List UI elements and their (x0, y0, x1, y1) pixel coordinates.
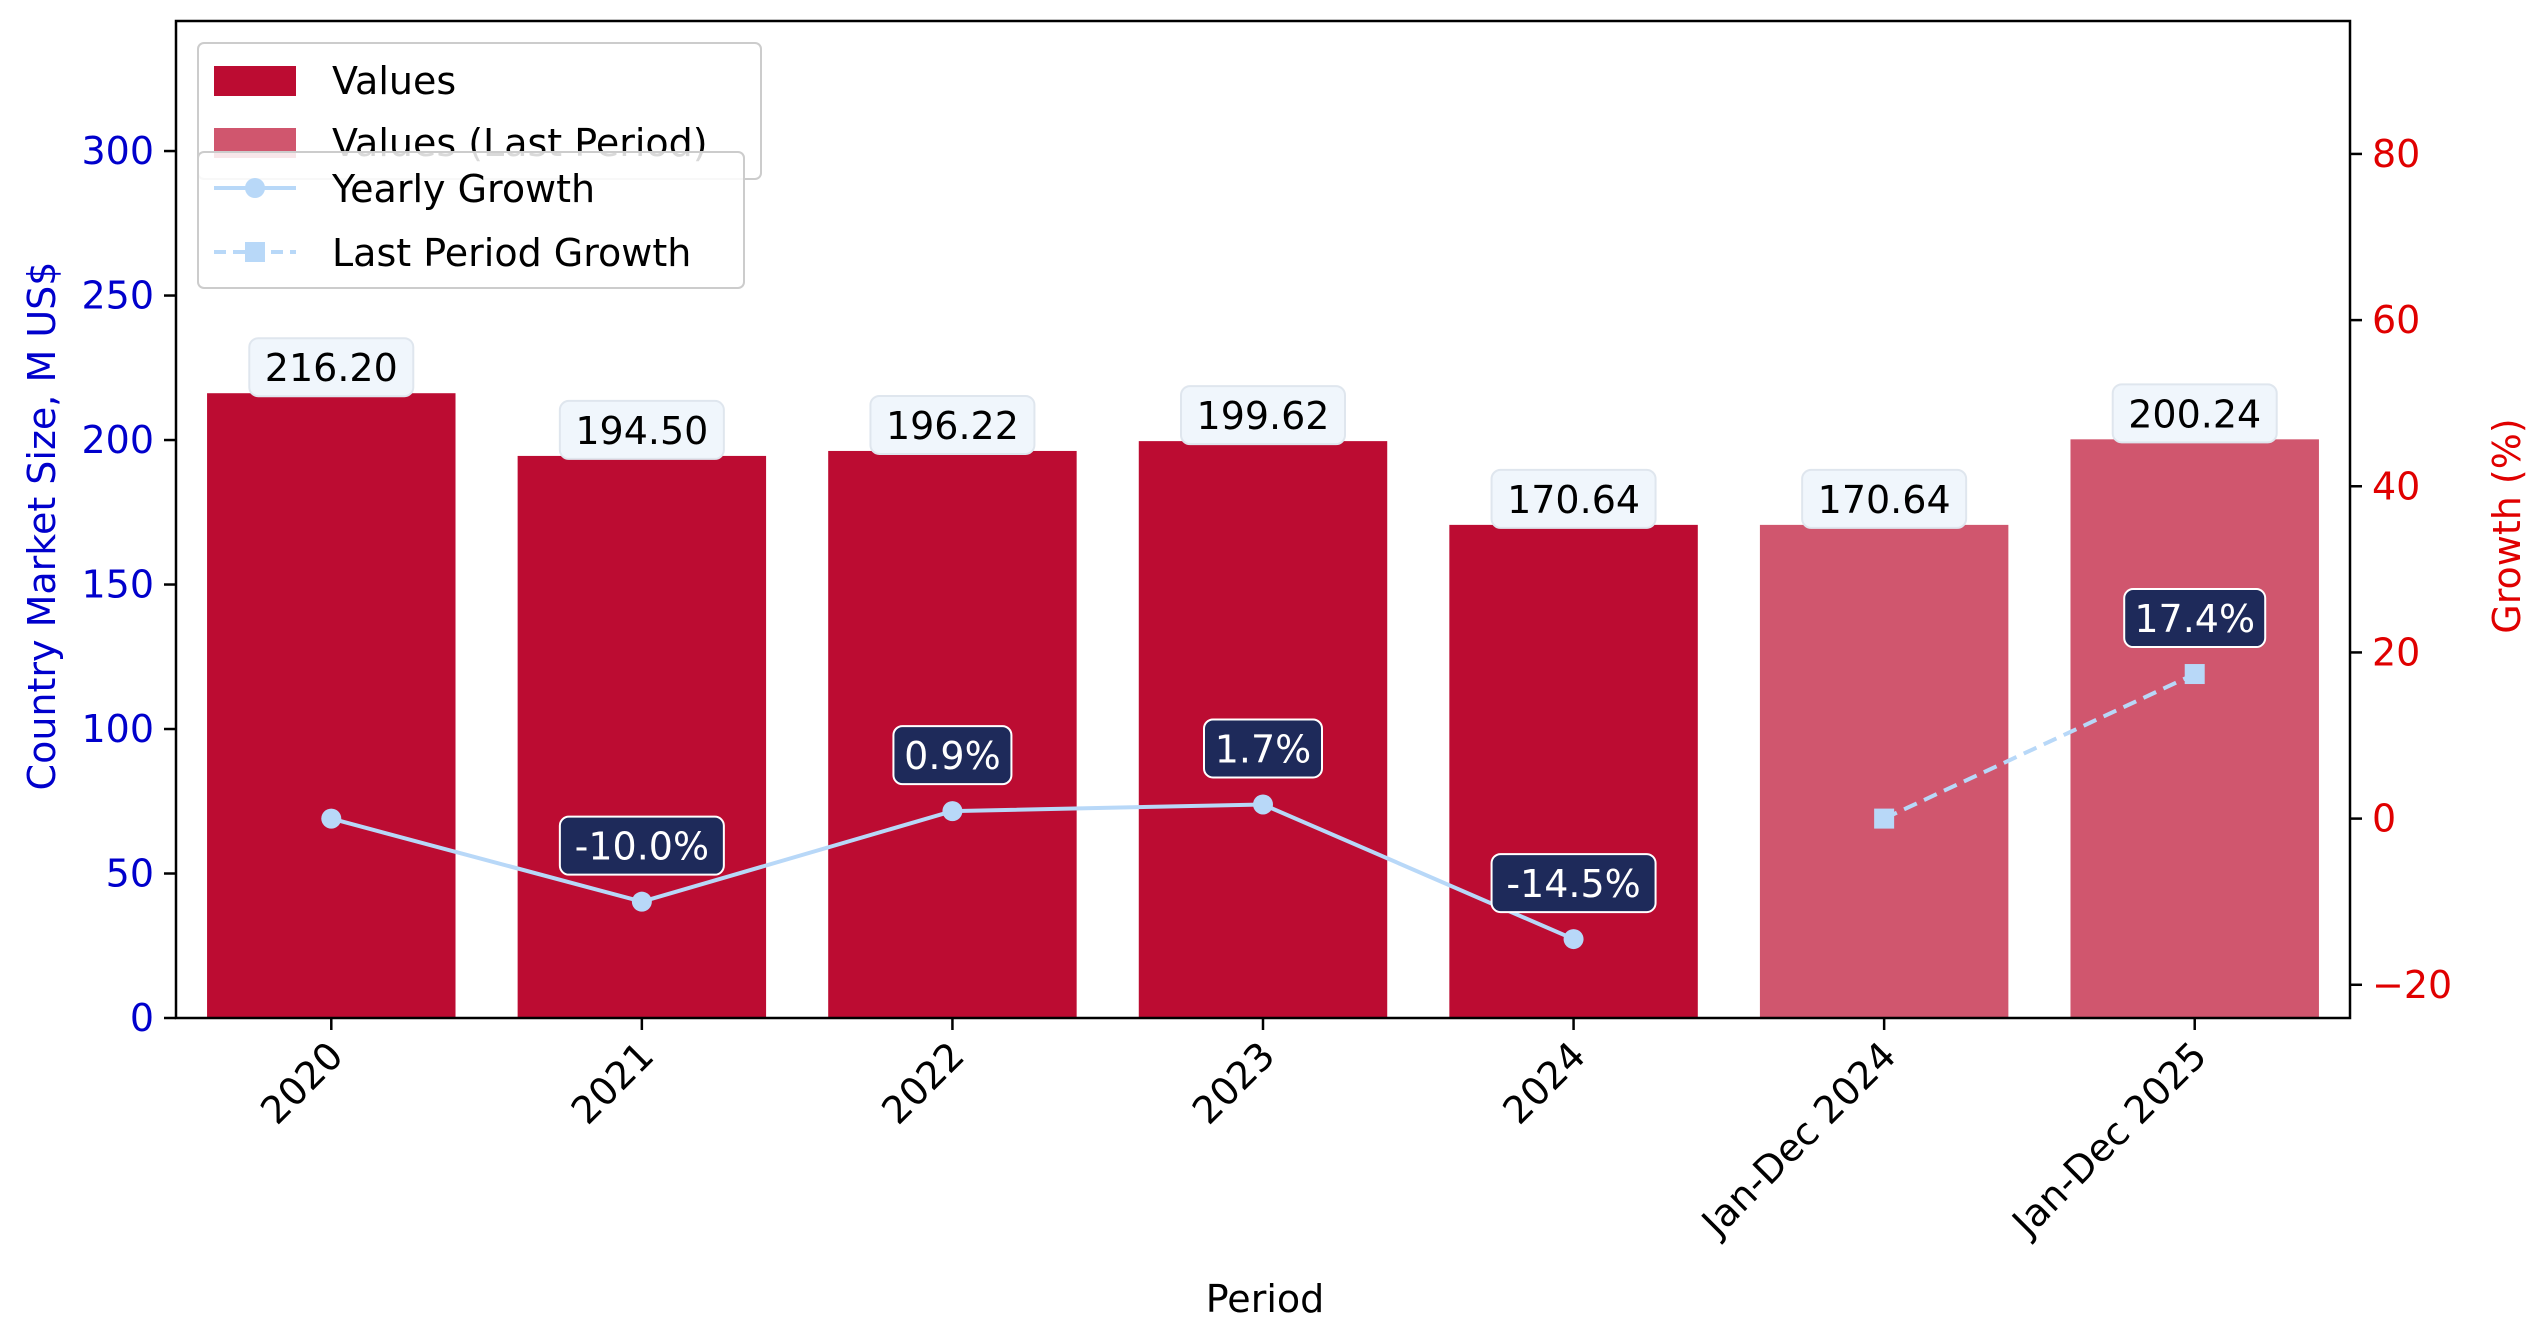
yearly-growth-point-5 (1563, 929, 1584, 950)
x-axis-title: Period (1206, 1277, 1325, 1321)
legend-line-marker-2 (245, 242, 265, 262)
value-label-3-box (869, 394, 1036, 455)
value-label-6: 170.64 (1801, 468, 1968, 529)
legend-bar-label-1: Values (332, 59, 456, 103)
y-tick-label-4: 150 (81, 563, 154, 607)
bar-7 (2070, 439, 2319, 1018)
y-tick-label-3: 100 (81, 707, 154, 751)
x-tick-label-2: 2021 (563, 1033, 663, 1133)
yearly-growth-label-5: -14.5% (1490, 853, 1657, 914)
legend-line-marker-1 (245, 178, 265, 198)
last-period-growth-label-2-text: 17.4% (2134, 597, 2255, 641)
legend-bar-swatch-1 (214, 66, 296, 96)
value-label-3-text: 196.22 (886, 404, 1019, 448)
value-label-2: 194.50 (558, 399, 725, 460)
value-label-5-box (1490, 468, 1657, 529)
value-label-6-text: 170.64 (1818, 478, 1951, 522)
last-period-growth-label-2-box (2123, 588, 2267, 649)
yearly-growth-label-4: 1.7% (1203, 718, 1323, 779)
yearly-growth-point-4 (1253, 794, 1273, 815)
yearly-growth-label-2-box (558, 815, 725, 876)
x-tick-label-1: 2020 (252, 1033, 352, 1133)
value-label-7-text: 200.24 (2128, 392, 2261, 436)
y2-tick-label-3: 20 (2372, 630, 2420, 674)
last-period-growth-line (1883, 672, 2196, 821)
y2-tick-label-2: 0 (2372, 797, 2396, 841)
y2-tick-label-1: −20 (2372, 963, 2452, 1007)
value-label-1-text: 216.20 (265, 346, 398, 390)
yearly-growth-label-5-text: -14.5% (1506, 862, 1640, 906)
value-label-7: 200.24 (2111, 383, 2278, 444)
value-label-1-box (248, 337, 415, 398)
y2-tick-label-5: 60 (2372, 298, 2420, 342)
x-tick-label-7: Jan-Dec 2025 (2003, 1033, 2216, 1246)
value-label-1: 216.20 (248, 337, 415, 398)
last-period-growth-label-2: 17.4% (2123, 588, 2267, 649)
value-label-4-text: 199.62 (1197, 394, 1330, 438)
y2-tick-label-6: 80 (2372, 132, 2420, 176)
y-axis-title: Country Market Size, M US$ (20, 262, 64, 791)
y-tick-label-1: 0 (130, 996, 154, 1040)
value-label-4-box (1180, 385, 1346, 446)
value-label-2-text: 194.50 (575, 409, 708, 453)
x-tick-label-4: 2023 (1184, 1033, 1284, 1133)
growth-lines (321, 664, 2205, 950)
y2-axis-title: Growth (%) (2485, 418, 2526, 633)
last-period-growth-point-1 (1874, 808, 1895, 829)
legend-line-label-1: Yearly Growth (331, 167, 595, 211)
value-label-6-box (1801, 468, 1968, 529)
yearly-growth-label-3: 0.9% (892, 725, 1013, 786)
bar-1 (207, 393, 456, 1018)
yearly-growth-label-2-text: -10.0% (575, 825, 709, 869)
yearly-growth-point-3 (942, 801, 963, 822)
x-tick-label-5: 2024 (1494, 1033, 1594, 1133)
value-label-3: 196.22 (869, 394, 1036, 455)
y-tick-label-5: 200 (81, 418, 154, 462)
yearly-growth-label-4-text: 1.7% (1215, 727, 1312, 771)
y2-tick-label-4: 40 (2372, 464, 2420, 508)
yearly-growth-point-2 (631, 891, 652, 912)
legend-lines-frame (197, 151, 745, 289)
data-labels: 216.20 194.50 196.22 199.62 170.64 170.64 200.… (248, 337, 2278, 914)
last-period-growth-point-2 (2184, 664, 2205, 685)
bar-6 (1759, 524, 2009, 1018)
x-tick-label-3: 2022 (873, 1033, 973, 1133)
x-tick-label-6: Jan-Dec 2024 (1692, 1033, 1905, 1246)
value-label-2-box (558, 399, 725, 460)
value-label-7-box (2111, 383, 2278, 444)
yearly-growth-label-2: -10.0% (558, 815, 725, 876)
value-label-4: 199.62 (1180, 385, 1346, 446)
value-label-5-text: 170.64 (1507, 478, 1640, 522)
yearly-growth-point-1 (321, 808, 342, 829)
bars (207, 393, 2319, 1018)
legend-lines: Yearly Growth Last Period Growth (197, 151, 745, 289)
value-label-5: 170.64 (1490, 468, 1657, 529)
yearly-growth-label-3-text: 0.9% (904, 734, 1001, 778)
yearly-growth-label-5-box (1490, 853, 1657, 914)
y-tick-label-6: 250 (81, 274, 154, 318)
y-tick-label-2: 50 (106, 852, 154, 896)
legend-line-label-2: Last Period Growth (332, 231, 691, 275)
yearly-growth-label-4-box (1203, 718, 1323, 779)
yearly-growth-label-3-box (892, 725, 1013, 786)
y-tick-label-7: 300 (81, 129, 154, 173)
bar-2 (517, 455, 767, 1018)
